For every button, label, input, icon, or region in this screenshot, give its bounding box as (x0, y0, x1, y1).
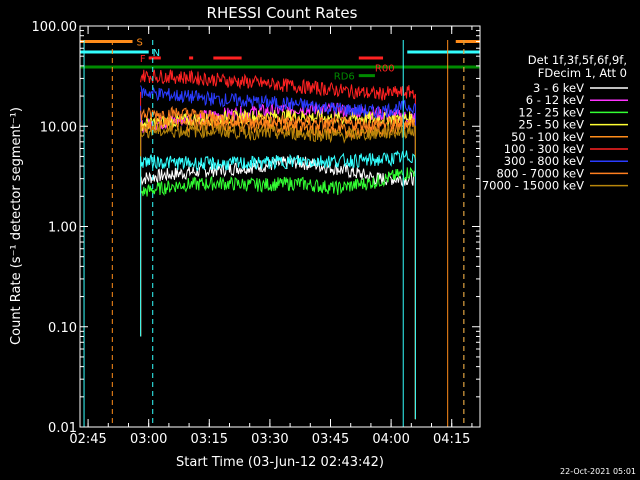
y-tick-label: 0.01 (48, 421, 77, 436)
series-line-2 (140, 166, 416, 420)
legend-label: 50 - 100 keV (511, 130, 584, 144)
flag-bar-label: N (153, 48, 160, 59)
legend-header-line: FDecim 1, Att 0 (538, 66, 627, 80)
flag-bar-label: F (140, 54, 146, 65)
legend: Det 1f,3f,5f,6f,9f,FDecim 1, Att 03 - 6 … (482, 53, 628, 193)
y-tick-label: 0.10 (48, 321, 77, 336)
series-line-6 (140, 85, 416, 420)
legend-label: 800 - 7000 keV (496, 166, 584, 180)
x-tick-label: 02:45 (69, 432, 106, 447)
y-tick-label: 100.00 (32, 20, 78, 35)
flag-bars: SNF RD6 R00 (80, 38, 480, 83)
flag-bar-label: RD6 (334, 72, 355, 83)
series-line-8 (140, 122, 416, 420)
legend-label: 300 - 800 keV (504, 154, 584, 168)
series-line-1 (140, 101, 416, 420)
x-tick-label: 04:15 (433, 432, 470, 447)
flag-bar-label: R00 (375, 64, 395, 75)
legend-label: 12 - 25 keV (518, 105, 584, 119)
legend-label: 25 - 50 keV (518, 118, 584, 132)
series-line-5 (140, 69, 416, 420)
x-tick-label: 03:15 (191, 432, 228, 447)
series-line-4 (140, 117, 416, 420)
legend-label: 100 - 300 keV (504, 142, 584, 156)
series-line-0 (140, 155, 416, 420)
chart-title: RHESSI Count Rates (207, 4, 358, 22)
footer-timestamp: 22-Oct-2021 05:01 (560, 467, 636, 476)
series-line-9 (140, 150, 416, 420)
x-tick-label: 04:00 (372, 432, 409, 447)
x-tick-label: 03:00 (130, 432, 167, 447)
x-tick-label: 03:30 (251, 432, 288, 447)
y-axis-label: Count Rate (s⁻¹ detector segment⁻¹) (9, 107, 24, 345)
y-tick-label: 1.00 (48, 221, 77, 236)
legend-label: 3 - 6 keV (533, 81, 584, 95)
x-tick-label: 03:45 (312, 432, 349, 447)
x-axis-label: Start Time (03-Jun-12 02:43:42) (176, 455, 384, 470)
axes: 02:45 03:00 03:15 03:30 03:45 04:00 04:15 100.0… (32, 20, 480, 447)
vertical-markers (83, 40, 465, 427)
legend-label: 6 - 12 keV (526, 93, 584, 107)
legend-header-line: Det 1f,3f,5f,6f,9f, (528, 53, 627, 67)
y-tick-label: 10.00 (40, 120, 77, 135)
data-layer (140, 69, 416, 420)
series-line-7 (140, 105, 416, 420)
legend-label: 7000 - 15000 keV (482, 179, 584, 193)
flag-bar-label: S (137, 38, 143, 49)
